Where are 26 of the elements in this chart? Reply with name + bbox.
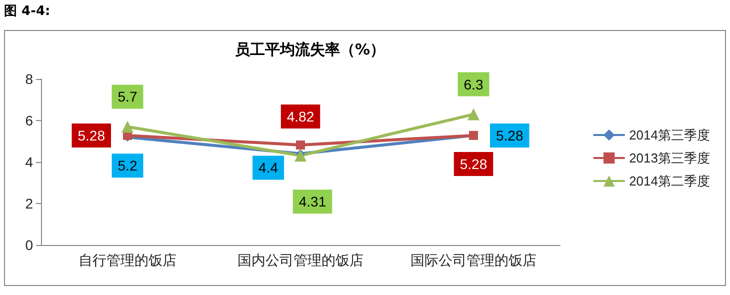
data-label: 6.3 [464, 76, 484, 92]
data-label: 4.31 [298, 194, 326, 210]
x-tick-label: 国内公司管理的饭店 [238, 252, 364, 268]
y-tick-label: 2 [25, 196, 34, 212]
data-label: 5.28 [496, 127, 524, 144]
point [122, 120, 134, 133]
legend-label: 2014第二季度 [629, 174, 710, 188]
point [294, 150, 306, 162]
y-tick-label: 0 [25, 237, 34, 253]
data-label: 5.28 [460, 156, 488, 172]
legend-label: 2014第三季度 [629, 128, 710, 142]
y-tick-label: 6 [25, 112, 34, 128]
chart-title: 员工平均流失率（%） [234, 40, 386, 58]
y-tick-label: 8 [25, 71, 34, 87]
caption: 图 4-4: [4, 3, 50, 20]
point [296, 140, 305, 150]
point [468, 108, 480, 120]
data-label: 5.7 [118, 88, 138, 105]
x-tick-label: 国际公司管理的饭店 [410, 252, 536, 268]
data-label: 5.28 [78, 127, 106, 144]
x-tick-label: 自行管理的饭店 [78, 252, 176, 268]
data-label: 5.2 [118, 158, 138, 174]
y-tick-label: 4 [25, 154, 34, 170]
data-label: 4.82 [286, 108, 314, 124]
legend-label: 2013第三季度 [629, 150, 710, 166]
data-label: 4.4 [258, 160, 278, 176]
